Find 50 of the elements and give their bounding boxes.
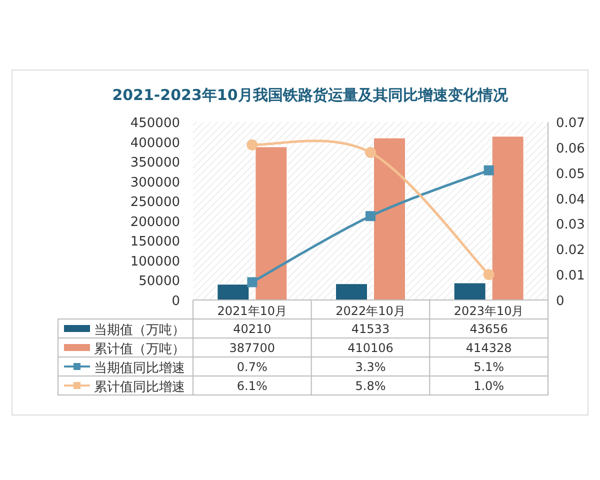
data-label: 40210 <box>233 322 272 336</box>
y2-tick-label: 0.02 <box>556 243 585 258</box>
y2-tick-label: 0.03 <box>556 218 585 233</box>
legend-label: 当期值同比增速 <box>94 361 185 376</box>
x-tick-label: 2023年10月 <box>454 304 524 318</box>
point <box>247 277 258 288</box>
bar <box>491 136 524 300</box>
bar <box>373 137 406 300</box>
y2-tick-label: 0.07 <box>556 116 585 131</box>
y2-tick-label: 0 <box>556 294 564 309</box>
data-label: 41533 <box>351 322 390 336</box>
y2-tick-label: 0.04 <box>556 192 585 208</box>
x-tick-label: 2021年10月 <box>217 304 288 318</box>
bar <box>335 283 368 300</box>
point <box>484 165 494 176</box>
data-label: 1.0% <box>474 379 504 393</box>
y-tick-label: 50000 <box>138 274 180 290</box>
data-label: 43656 <box>470 322 508 336</box>
x-tick-label: 2022年10月 <box>336 304 406 318</box>
point <box>365 147 376 158</box>
y-tick-label: 200000 <box>130 214 180 230</box>
chart-title: 2021-2023年10月我国铁路货运量及其同比增速变化情况 <box>112 86 509 104</box>
data-label: 5.1% <box>474 360 504 374</box>
data-label: 6.1% <box>236 379 268 393</box>
bar <box>453 282 486 300</box>
point <box>366 211 376 222</box>
legend-label: 累计值（万吨） <box>94 342 185 357</box>
data-label: 414328 <box>466 341 512 355</box>
legend-label: 累计值同比增速 <box>94 380 185 395</box>
y2-tick-label: 0.06 <box>556 141 585 156</box>
data-label: 5.8% <box>355 379 386 393</box>
legend-label: 当期值（万吨） <box>94 323 185 338</box>
y-tick-label: 450000 <box>130 116 180 131</box>
bar <box>216 284 250 300</box>
y-tick-label: 400000 <box>130 136 180 151</box>
point <box>246 139 258 150</box>
y-tick-label: 0 <box>172 294 180 309</box>
y-tick-label: 350000 <box>130 156 180 171</box>
data-label: 387700 <box>229 341 276 355</box>
y-tick-label: 250000 <box>130 195 180 210</box>
y-tick-label: 150000 <box>130 234 180 250</box>
bar <box>254 146 288 300</box>
data-label: 410106 <box>348 341 394 355</box>
data-label: 0.7% <box>236 360 268 374</box>
y2-tick-label: 0.01 <box>556 268 585 284</box>
data-label: 3.3% <box>355 360 386 374</box>
y-tick-label: 300000 <box>130 175 180 190</box>
point <box>483 269 494 280</box>
y-tick-label: 100000 <box>130 254 180 270</box>
y2-tick-label: 0.05 <box>556 166 585 182</box>
